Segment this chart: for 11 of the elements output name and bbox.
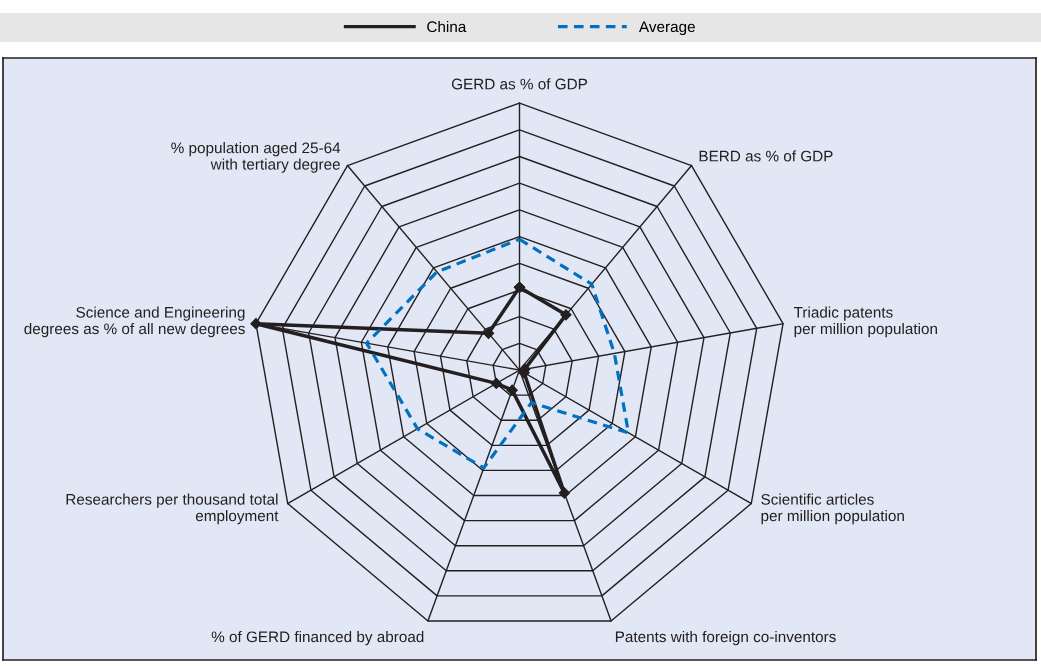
spoke-label: GERD as % of GDP	[451, 78, 588, 90]
spoke-label: BERD as % of GDP	[699, 150, 833, 162]
spoke-label: % population aged 25-64 with tertiary degree	[171, 142, 341, 173]
spoke-label: Researchers per thousand total employment	[66, 493, 279, 525]
legend-label: Average	[638, 21, 695, 36]
spoke-label: Science and Engineering degrees as % of all new degrees	[24, 306, 245, 338]
spoke-label: Triadic patents per million population	[793, 306, 937, 338]
legend-label: China	[427, 20, 467, 33]
spoke-label: Patents with foreign co-inventors	[615, 630, 836, 646]
spoke-label: Scientific articles per million population	[761, 493, 904, 525]
spoke-label: % of GERD financed by abroad	[211, 630, 424, 646]
